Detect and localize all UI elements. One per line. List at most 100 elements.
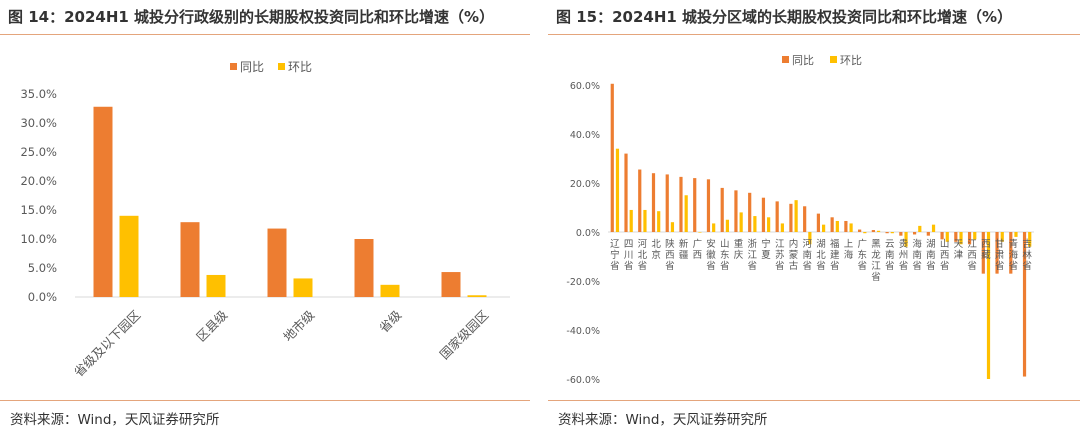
bar-qoq [698,232,702,233]
chart-panel-region: 图 15：2024H1 城投分区域的长期股权投资同比和环比增速（%） 同比 环比 -… [548,0,1080,440]
x-tick-label: 河北省 [638,238,648,272]
x-tick-label: 广东省 [857,238,867,272]
bar-qoq [725,219,730,232]
bar-yoy [954,232,958,242]
bar-yoy [720,187,724,232]
x-tick-label: 山西省 [940,239,950,272]
x-tick-label: 黑龙江省 [871,239,881,283]
x-tick-label: 地市级 [280,307,317,344]
bar-yoy [441,272,461,297]
bar-yoy [638,169,642,232]
x-tick-label: 贵州省 [899,238,909,272]
bar-qoq [904,232,908,247]
bar-yoy [354,239,374,297]
bar-qoq [629,209,633,232]
bar-yoy [967,232,972,245]
y-tick-label: 35.0% [20,87,57,101]
y-tick-label: -20.0% [566,277,600,288]
x-tick-label: 北京 [651,239,661,261]
bar-qoq [684,195,688,232]
bar-yoy [871,230,875,232]
bar-yoy [693,178,697,232]
legend-label-qoq: 环比 [288,60,312,74]
bar-yoy [93,106,113,297]
bar-yoy [180,222,200,297]
source-note: 资料来源：Wind，天风证券研究所 [10,412,220,428]
legend-label-qoq: 环比 [840,54,862,67]
source-divider [548,400,1080,401]
x-tick-label: 河南省 [803,238,813,272]
x-tick-label: 湖北省 [816,239,826,272]
bar-qoq [643,209,647,232]
bar-qoq [1000,232,1004,242]
bar-yoy [803,206,807,232]
legend-swatch-qoq [278,63,285,70]
bar-yoy [267,228,287,297]
x-tick-label: 云南省 [885,239,895,272]
bar-yoy [761,197,766,232]
bar-qoq [959,232,963,245]
legend-swatch-yoy [782,56,789,63]
bar-yoy [1009,232,1013,274]
y-tick-label: 40.0% [570,130,600,141]
bar-yoy [1022,232,1027,377]
source-divider [0,400,530,401]
x-tick-label: 辽宁省 [610,238,620,272]
x-tick-label: 陕西省 [665,238,675,272]
bar-yoy [679,176,683,232]
bar-qoq [849,223,853,232]
bar-yoy [926,232,930,236]
bar-yoy [940,232,944,240]
x-tick-label: 湖南省 [926,239,936,272]
x-tick-label: 江苏省 [775,239,785,272]
bar-qoq [753,216,757,232]
bar-qoq [863,232,867,234]
y-tick-label: 0.0% [576,228,600,239]
bar-yoy [816,213,820,232]
bar-qoq [293,278,313,297]
x-tick-label: 四川省 [624,239,634,272]
x-tick-label: 国家级园区 [437,307,492,362]
bar-qoq [918,225,922,232]
x-tick-label: 省级 [376,307,405,336]
bar-qoq [973,232,977,240]
y-tick-label: 60.0% [570,81,600,92]
bar-qoq [670,222,675,232]
bar-qoq [931,224,936,232]
bar-qoq [945,232,949,242]
legend-label-yoy: 同比 [240,60,264,74]
y-tick-label: -60.0% [566,375,600,386]
title-divider [0,34,530,35]
y-tick-label: 20.0% [570,179,600,190]
x-tick-label: 新疆 [679,238,689,261]
bar-yoy [624,153,628,232]
figure-title: 图 14：2024H1 城投分行政级别的长期股权投资同比和环比增速（%） [8,8,495,26]
bar-qoq [986,232,991,379]
x-tick-label: 重庆 [734,238,744,261]
x-tick-label: 西藏 [981,239,991,261]
bar-yoy [706,179,711,232]
bar-yoy [899,232,903,236]
legend-swatch-qoq [830,56,837,63]
chart-panel-administrative-level: 图 14：2024H1 城投分行政级别的长期股权投资同比和环比增速（%） 同比 环… [0,0,530,440]
x-tick-label: 海南省 [912,238,922,272]
y-tick-label: -40.0% [566,326,600,337]
bar-yoy [981,232,985,274]
bar-yoy [912,232,917,235]
bar-yoy [995,232,999,274]
x-tick-label: 青海省 [1009,238,1019,272]
bar-qoq [380,284,400,297]
bar-qoq [206,274,226,297]
legend-swatch-yoy [230,63,237,70]
bar-qoq [780,223,784,232]
bar-yoy [858,229,862,232]
x-tick-label: 天津 [954,239,964,261]
title-divider [548,34,1080,35]
bar-qoq [808,232,812,245]
x-tick-label: 吉林省 [1022,239,1032,272]
x-tick-label: 广西 [693,238,703,261]
bar-chart-region: 同比 环比 -60.0% -40.0% -20.0% 0.0% 20.0% 40.0% 60.0… [566,54,1034,386]
y-tick-label: 20.0% [20,174,57,188]
y-tick-label: 5.0% [28,261,57,275]
x-tick-label: 宁夏 [761,238,771,261]
